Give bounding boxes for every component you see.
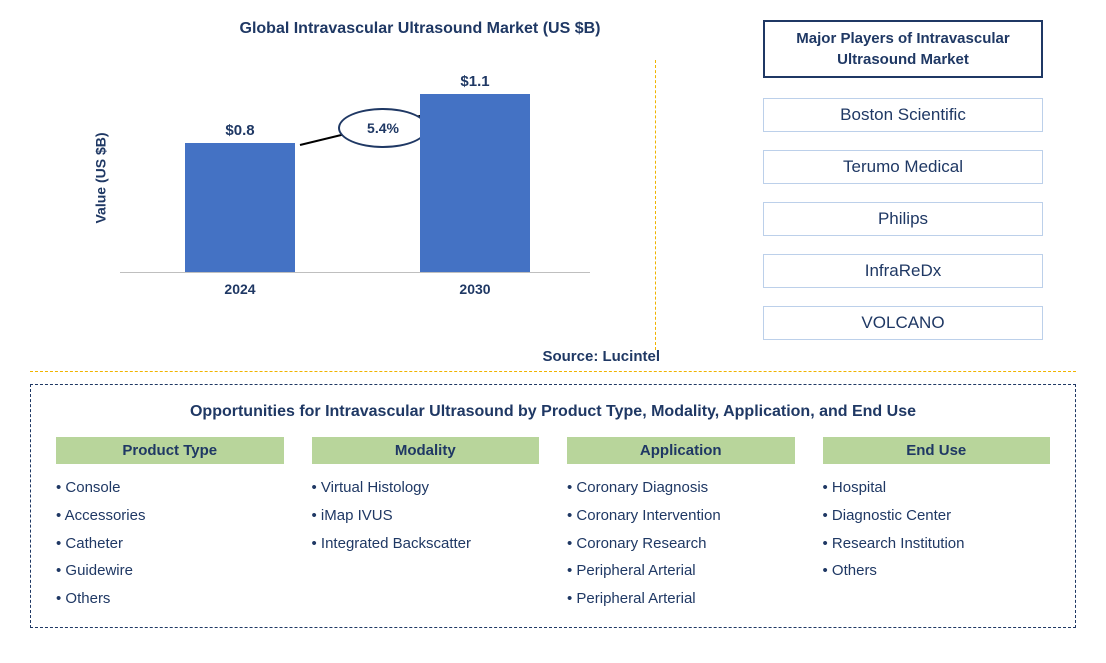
list-item: • Catheter	[56, 530, 284, 558]
column-items: • Coronary Diagnosis• Coronary Intervent…	[567, 474, 795, 613]
vertical-divider	[655, 60, 656, 350]
bar-2024	[185, 143, 295, 272]
column-items: • Virtual Histology• iMap IVUS• Integrat…	[312, 474, 540, 557]
list-item: • Hospital	[823, 474, 1051, 502]
list-item: • Peripheral Arterial	[567, 557, 795, 585]
y-axis-label: Value (US $B)	[93, 132, 109, 223]
list-item: • iMap IVUS	[312, 502, 540, 530]
players-title: Major Players of Intravascular Ultrasoun…	[763, 20, 1043, 78]
opportunity-column: Product Type • Console• Accessories• Cath…	[56, 437, 284, 613]
player-item: Philips	[763, 202, 1043, 236]
list-item: • Others	[56, 585, 284, 613]
list-item: • Console	[56, 474, 284, 502]
column-items: • Console• Accessories• Catheter• Guidew…	[56, 474, 284, 613]
column-header: Modality	[312, 437, 540, 464]
opportunity-column: Modality • Virtual Histology• iMap IVUS• …	[312, 437, 540, 613]
column-items: • Hospital• Diagnostic Center• Research …	[823, 474, 1051, 585]
x-tick-label: 2024	[185, 281, 295, 297]
list-item: • Coronary Research	[567, 530, 795, 558]
top-row: Global Intravascular Ultrasound Market (…	[30, 20, 1076, 365]
column-header: End Use	[823, 437, 1051, 464]
player-item: Terumo Medical	[763, 150, 1043, 184]
player-item: VOLCANO	[763, 306, 1043, 340]
player-item: Boston Scientific	[763, 98, 1043, 132]
column-header: Product Type	[56, 437, 284, 464]
bar-value-label: $1.1	[420, 73, 530, 90]
chart-body: Value (US $B) 5.4% $0.82024$1.12030	[90, 53, 610, 303]
opportunities-box: Opportunities for Intravascular Ultrasou…	[30, 384, 1076, 628]
opportunity-column: Application• Coronary Diagnosis• Coronar…	[567, 437, 795, 613]
list-item: • Accessories	[56, 502, 284, 530]
list-item: • Others	[823, 557, 1051, 585]
list-item: • Diagnostic Center	[823, 502, 1051, 530]
list-item: • Research Institution	[823, 530, 1051, 558]
list-item: • Peripheral Arterial	[567, 585, 795, 613]
bar-2030	[420, 94, 530, 272]
list-item: • Coronary Diagnosis	[567, 474, 795, 502]
plot-area: 5.4% $0.82024$1.12030	[120, 63, 590, 273]
list-item: • Guidewire	[56, 557, 284, 585]
list-item: • Integrated Backscatter	[312, 530, 540, 558]
growth-rate-badge: 5.4%	[338, 108, 428, 148]
list-item: • Coronary Intervention	[567, 502, 795, 530]
column-header: Application	[567, 437, 795, 464]
list-item: • Virtual Histology	[312, 474, 540, 502]
opportunity-columns: Product Type • Console• Accessories• Cath…	[56, 437, 1050, 613]
opportunity-column: End Use • Hospital• Diagnostic Center• Re…	[823, 437, 1051, 613]
opportunities-title: Opportunities for Intravascular Ultrasou…	[56, 403, 1050, 421]
chart-region: Global Intravascular Ultrasound Market (…	[30, 20, 690, 365]
bar-value-label: $0.8	[185, 122, 295, 139]
chart-title: Global Intravascular Ultrasound Market (…	[150, 20, 690, 38]
source-attribution: Source: Lucintel	[542, 348, 660, 365]
players-region: Major Players of Intravascular Ultrasoun…	[690, 20, 1076, 365]
x-tick-label: 2030	[420, 281, 530, 297]
players-list: Boston Scientific Terumo Medical Philips In…	[730, 98, 1076, 340]
horizontal-divider	[30, 371, 1076, 372]
player-item: InfraReDx	[763, 254, 1043, 288]
